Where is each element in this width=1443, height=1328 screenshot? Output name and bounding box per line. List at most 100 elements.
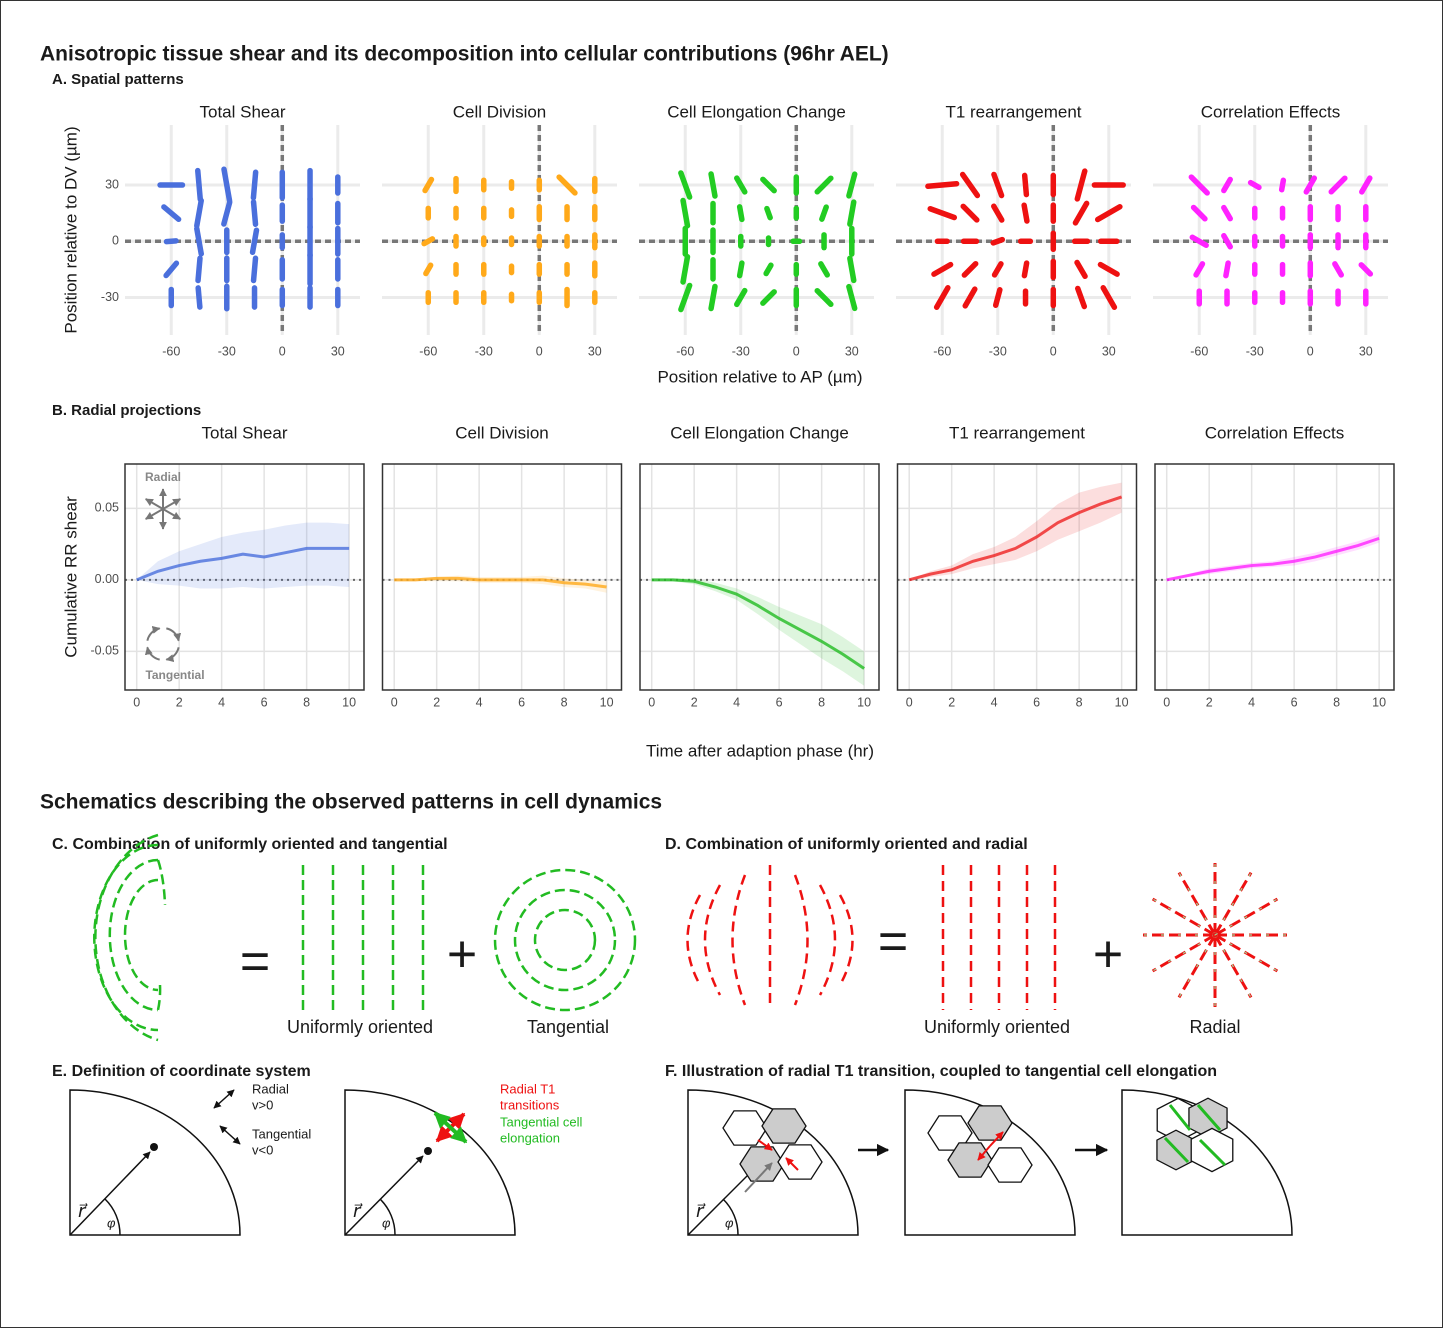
shear-bar <box>846 171 858 199</box>
x-tick-label: 0 <box>1163 695 1170 709</box>
x-tick-label: 6 <box>776 695 783 709</box>
arrow <box>213 1089 235 1109</box>
shear-bar <box>991 171 1005 199</box>
confidence-band <box>651 578 865 686</box>
circle <box>493 868 637 1012</box>
plot-panel <box>382 464 622 690</box>
x-tick-label: 6 <box>1033 695 1040 709</box>
label: Tangential <box>252 1126 311 1141</box>
shear-bar <box>991 261 1004 278</box>
x-tick-label: 4 <box>733 695 740 709</box>
arc <box>156 859 167 1011</box>
x-tick-label: 2 <box>1206 695 1213 709</box>
caption: Tangential <box>527 1017 609 1037</box>
angle-arc <box>722 1198 739 1236</box>
arrow <box>785 1157 799 1171</box>
x-tick-label: 4 <box>218 695 225 709</box>
shear-bar <box>249 227 260 256</box>
shear-bar <box>1193 261 1206 278</box>
shear-bar <box>734 175 748 195</box>
icon-arrow <box>165 647 180 663</box>
arrow <box>989 1131 1004 1147</box>
x-tick-label: 30 <box>1102 344 1116 358</box>
x-tick-label: 0 <box>1050 344 1057 358</box>
panel-label: B. Radial projections <box>52 402 201 419</box>
plot-border <box>124 463 365 691</box>
shear-bar <box>1097 261 1120 277</box>
shear-bar <box>194 225 204 257</box>
plot-title: Correlation Effects <box>1201 102 1341 121</box>
x-tick-label: 8 <box>303 695 310 709</box>
x-tick-label: 10 <box>600 695 614 709</box>
figure-title: Anisotropic tissue shear and its decompo… <box>40 43 889 66</box>
shear-bar <box>250 199 259 228</box>
shear-bar <box>195 167 204 203</box>
shear-bar <box>736 204 745 223</box>
x-tick-label: 0 <box>648 695 655 709</box>
plot-border <box>639 463 880 691</box>
x-tick-label: 30 <box>845 344 859 358</box>
icon-arrow <box>144 646 160 661</box>
ray <box>1214 934 1252 998</box>
ray <box>1152 898 1216 936</box>
shear-bar <box>221 166 233 204</box>
label: Radial <box>252 1081 289 1096</box>
angle-arc <box>379 1198 396 1236</box>
shear-bar <box>961 260 979 278</box>
x-tick-label: 30 <box>588 344 602 358</box>
x-tick-label: 0 <box>906 695 913 709</box>
caption: Radial <box>1189 1017 1240 1037</box>
circle <box>513 888 617 992</box>
arc <box>123 878 159 992</box>
x-axis-label: Time after adaption phase (hr) <box>646 741 874 760</box>
plot-title: Total Shear <box>202 423 288 442</box>
icon-arrow <box>166 627 182 642</box>
shear-bar <box>763 262 774 277</box>
shear-bar <box>250 255 259 284</box>
projection-plot: Cell Elongation Change 0 2 4 6 8 10 <box>639 423 880 709</box>
quadrant <box>904 1089 1076 1236</box>
x-tick-label: 0 <box>279 344 286 358</box>
shear-bar <box>221 199 233 227</box>
shear-bar <box>1074 168 1088 202</box>
caption: Uniformly oriented <box>924 1017 1070 1037</box>
shear-bar <box>163 238 179 245</box>
x-tick-label: 4 <box>991 695 998 709</box>
plot-border <box>1154 463 1395 691</box>
x-tick-label: 8 <box>818 695 825 709</box>
x-tick-label: -30 <box>989 344 1007 358</box>
shear-bar <box>163 260 180 279</box>
dot <box>150 1143 158 1151</box>
y-tick-label: -30 <box>101 290 119 304</box>
arc <box>703 884 722 996</box>
x-tick-label: -60 <box>162 344 180 358</box>
shear-bar <box>933 285 951 310</box>
shear-bar <box>959 171 981 199</box>
arrow <box>69 1151 151 1236</box>
x-tick-label: 8 <box>1333 695 1340 709</box>
x-tick-label: 2 <box>691 695 698 709</box>
plot-title: Cell Division <box>455 423 549 442</box>
plot-title: T1 rearrangement <box>945 102 1081 121</box>
shear-bar <box>1278 177 1287 193</box>
shear-bar <box>1021 172 1030 198</box>
quadrant <box>69 1089 241 1236</box>
plot-panel <box>897 464 1137 690</box>
panel-label: D. Combination of uniformly oriented and… <box>665 836 1028 853</box>
shear-bar <box>818 261 830 278</box>
x-tick-label: -60 <box>1190 344 1208 358</box>
x-tick-label: 30 <box>1359 344 1373 358</box>
plot-border <box>896 463 1138 691</box>
x-tick-label: -30 <box>732 344 750 358</box>
x-tick-label: -30 <box>218 344 236 358</box>
shear-bar <box>678 282 693 313</box>
shear-bar <box>960 203 980 223</box>
plot-title: Cell Elongation Change <box>667 102 846 121</box>
x-tick-label: 6 <box>518 695 525 709</box>
equals: = <box>878 913 908 971</box>
x-tick-label: 6 <box>1291 695 1298 709</box>
shear-bar <box>708 283 718 312</box>
cell <box>722 1110 768 1146</box>
x-tick-label: 10 <box>342 695 356 709</box>
